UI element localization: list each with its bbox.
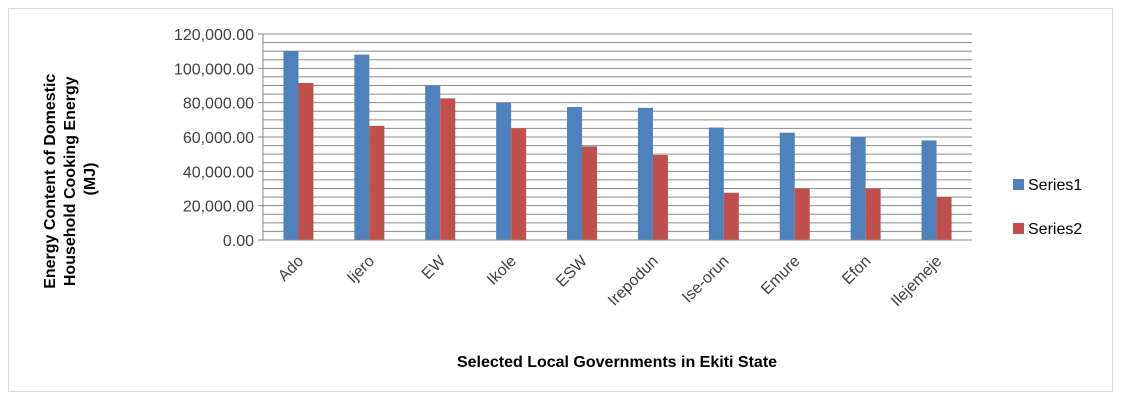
bar-series2-esw — [582, 146, 598, 240]
bar-series1-esw — [567, 106, 583, 240]
x-tick-labels: Ado Ijero EW Ikole ESW Irepodun Ise-orun Emure E… — [275, 252, 945, 310]
bar-series1-ado — [283, 51, 299, 240]
x-tick-label-ilejemeje: Ilejemeje — [888, 253, 945, 310]
x-tick-label-ise-orun: Ise-orun — [679, 253, 733, 307]
bar-series1-ise-orun — [708, 127, 724, 240]
legend: Series1 Series2 — [1013, 177, 1082, 238]
bar-series2-irepodun — [652, 155, 668, 240]
x-tick-label-efon: Efon — [839, 253, 874, 288]
x-tick-label-ijero: Ijero — [344, 253, 378, 287]
bar-series1-ew — [425, 85, 441, 240]
y-tick-label: 120,000.00 — [174, 27, 254, 44]
legend-swatch-series1 — [1013, 179, 1024, 190]
y-tick-label: 60,000.00 — [183, 130, 254, 147]
bar-series1-ijero — [354, 54, 370, 240]
x-tick-label-esw: ESW — [553, 252, 591, 290]
y-axis-title: Energy Content of Domestic Household Coo… — [42, 69, 99, 289]
legend-swatch-series2 — [1013, 223, 1024, 234]
bar-series1-ilejemeje — [921, 140, 937, 240]
bar-series1-efon — [850, 137, 866, 240]
y-axis-title-line-3: (MJ) — [82, 163, 99, 196]
y-axis-title-line-1: Energy Content of Domestic — [42, 74, 59, 289]
x-tick-label-ado: Ado — [275, 253, 307, 285]
bar-series2-ew — [440, 98, 456, 240]
x-tick-label-ikole: Ikole — [484, 253, 520, 289]
y-tick-label: 40,000.00 — [183, 164, 254, 181]
x-tick-label-ew: EW — [419, 252, 450, 283]
bar-series1-ikole — [496, 102, 512, 241]
bar-series2-ikole — [511, 128, 527, 240]
bar-series2-emure — [794, 188, 810, 240]
legend-label-series1: Series1 — [1028, 177, 1082, 194]
x-tick-label-irepodun: Irepodun — [605, 253, 662, 310]
bar-chart: 0.00 20,000.00 40,000.00 60,000.00 80,000.00… — [42, 27, 1082, 371]
y-tick-labels: 0.00 20,000.00 40,000.00 60,000.00 80,000.00… — [174, 27, 263, 250]
bar-series2-ado — [298, 82, 314, 240]
bar-series2-efon — [865, 188, 881, 240]
x-tick-label-emure: Emure — [758, 253, 803, 298]
y-tick-label: 80,000.00 — [183, 96, 254, 113]
y-axis-title-line-2: Household Cooking Energy — [62, 76, 79, 286]
bar-series2-ise-orun — [723, 192, 739, 240]
bar-series1-emure — [779, 132, 795, 240]
x-axis-title: Selected Local Governments in Ekiti Stat… — [457, 354, 777, 371]
y-tick-label: 0.00 — [223, 233, 254, 250]
bar-series2-ilejemeje — [936, 197, 952, 240]
legend-label-series2: Series2 — [1028, 221, 1082, 238]
bars — [283, 51, 952, 241]
y-tick-label: 100,000.00 — [174, 61, 254, 78]
chart-area: 0.00 20,000.00 40,000.00 60,000.00 80,000.00… — [8, 8, 1113, 392]
y-tick-label: 20,000.00 — [183, 199, 254, 216]
bar-series2-ijero — [369, 125, 385, 240]
bar-series1-irepodun — [637, 107, 653, 240]
